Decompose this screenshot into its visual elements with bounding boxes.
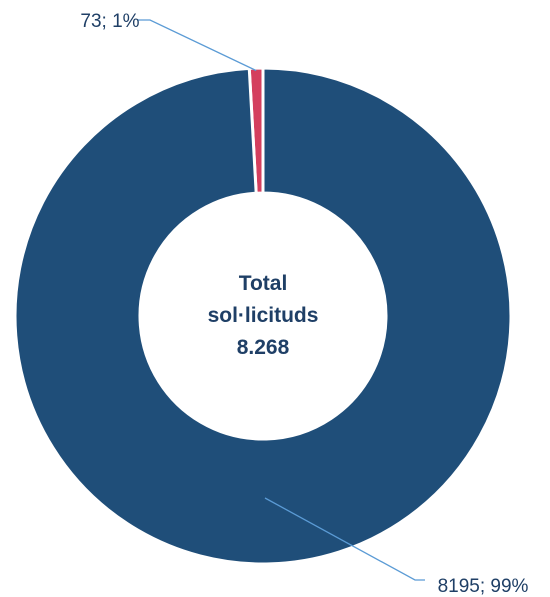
leader-line-small: [137, 19, 257, 72]
donut-slices: [13, 66, 513, 566]
leader-lines: [137, 19, 425, 581]
slice-label-large: 8195; 99%: [438, 576, 529, 597]
center-label-line-1: Total: [239, 272, 288, 295]
leader-line-large: [264, 497, 425, 581]
donut-slice-1: [13, 66, 513, 566]
center-label-line-3: 8.268: [237, 336, 290, 359]
center-label-line-2: sol·licituds: [208, 304, 319, 327]
slice-label-small: 73; 1%: [80, 11, 139, 32]
